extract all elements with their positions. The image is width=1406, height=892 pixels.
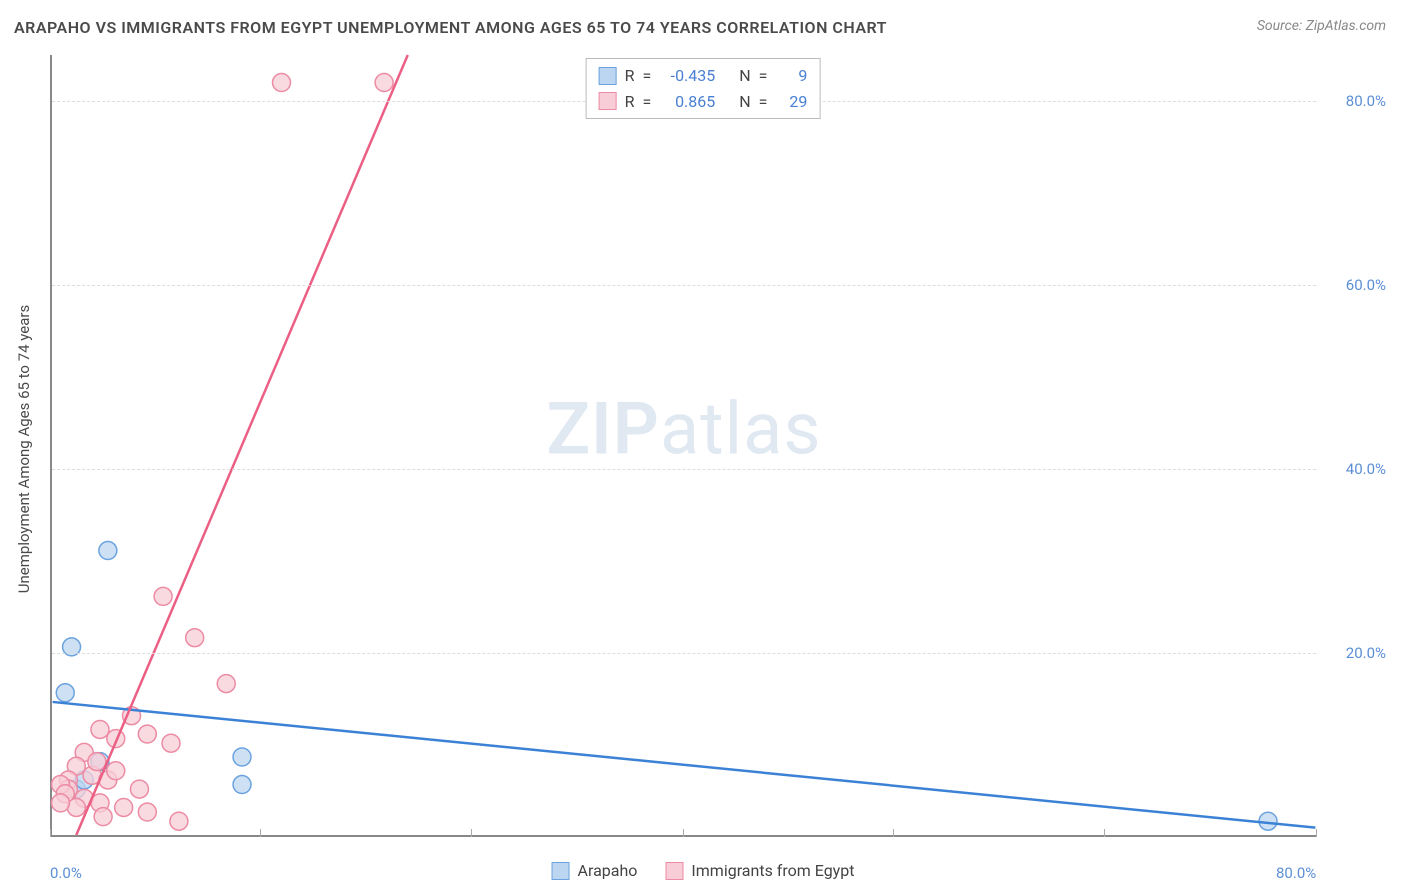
x-tick-mark: [1104, 829, 1105, 837]
data-point: [273, 74, 291, 92]
plot-area: ZIPatlas 20.0%40.0%60.0%80.0%: [50, 55, 1316, 837]
data-point: [130, 780, 148, 798]
y-axis-label: Unemployment Among Ages 65 to 74 years: [15, 305, 33, 593]
data-point: [170, 812, 188, 830]
legend-label: Arapaho: [578, 861, 638, 880]
x-tick-label: 80.0%: [1276, 864, 1316, 882]
stat-r-value: -0.435: [663, 63, 715, 89]
x-tick-mark: [893, 829, 894, 837]
stats-box: R = -0.435 N = 9 R = 0.865 N = 29: [586, 58, 821, 119]
series-swatch: [599, 92, 617, 110]
data-point: [233, 748, 251, 766]
legend-item: Immigrants from Egypt: [665, 861, 854, 880]
data-point: [99, 542, 117, 560]
data-point: [154, 587, 172, 605]
stat-n-label: N: [739, 63, 750, 89]
legend-bottom: Arapaho Immigrants from Egypt: [552, 861, 855, 880]
data-point: [162, 734, 180, 752]
legend-item: Arapaho: [552, 861, 638, 880]
data-point: [107, 762, 125, 780]
data-point: [233, 776, 251, 794]
gridline: [52, 285, 1316, 286]
y-tick-label: 20.0%: [1346, 644, 1386, 662]
x-tick-mark: [1316, 829, 1317, 837]
data-point: [56, 684, 74, 702]
eq: =: [759, 63, 768, 89]
data-point: [186, 629, 204, 647]
y-tick-label: 80.0%: [1346, 92, 1386, 110]
eq: =: [642, 63, 651, 89]
data-point: [375, 74, 393, 92]
data-point: [94, 808, 112, 826]
data-point: [88, 753, 106, 771]
stats-row: R = 0.865 N = 29: [599, 89, 808, 115]
x-tick-mark: [471, 829, 472, 837]
stats-row: R = -0.435 N = 9: [599, 63, 808, 89]
data-point: [138, 725, 156, 743]
eq: =: [759, 89, 768, 115]
y-tick-label: 40.0%: [1346, 460, 1386, 478]
x-tick-label: 0.0%: [50, 864, 82, 882]
data-point: [217, 675, 235, 693]
trend-line: [76, 55, 407, 835]
legend-swatch: [552, 862, 570, 880]
stat-r-value: 0.865: [663, 89, 715, 115]
stat-n-label: N: [739, 89, 750, 115]
source-label: Source: ZipAtlas.com: [1257, 18, 1386, 34]
gridline: [52, 653, 1316, 654]
stat-n-value: 9: [779, 63, 807, 89]
data-point: [52, 794, 70, 812]
legend-label: Immigrants from Egypt: [691, 861, 854, 880]
x-tick-mark: [260, 829, 261, 837]
x-tick-mark: [50, 829, 51, 837]
gridline: [52, 469, 1316, 470]
chart-title: ARAPAHO VS IMMIGRANTS FROM EGYPT UNEMPLO…: [14, 18, 887, 37]
stat-r-label: R: [625, 89, 635, 115]
data-point: [91, 720, 109, 738]
series-swatch: [599, 67, 617, 85]
y-tick-label: 60.0%: [1346, 276, 1386, 294]
x-tick-mark: [683, 829, 684, 837]
data-point: [138, 803, 156, 821]
plot-svg: [52, 55, 1316, 835]
legend-swatch: [665, 862, 683, 880]
stat-r-label: R: [625, 63, 635, 89]
eq: =: [642, 89, 651, 115]
data-point: [115, 798, 133, 816]
stat-n-value: 29: [779, 89, 807, 115]
